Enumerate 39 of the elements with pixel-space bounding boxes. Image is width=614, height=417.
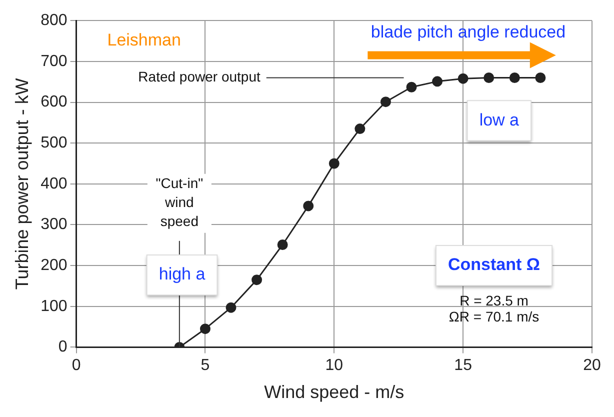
point — [380, 96, 391, 108]
point — [406, 82, 417, 92]
point — [277, 239, 288, 250]
y-tick-label: 100 — [40, 298, 68, 315]
y-tick-label: 500 — [40, 134, 68, 152]
y-axis-title: Turbine power output - kW — [12, 78, 32, 290]
point — [200, 324, 210, 334]
point — [484, 72, 494, 84]
annotation: R = 23.5 m — [460, 292, 528, 308]
y-tick-label: 200 — [40, 256, 68, 274]
x-axis-title: Wind speed - m/s — [264, 382, 404, 402]
annotation: high a — [158, 264, 206, 284]
annotation: Leishman — [107, 30, 181, 50]
point — [303, 200, 314, 212]
point — [252, 274, 262, 286]
x-tick-label: 0 — [72, 357, 81, 374]
annotation: Constant Ω — [448, 255, 540, 274]
point — [354, 124, 366, 134]
x-tick-label: 5 — [200, 357, 210, 374]
y-tick-label: 600 — [40, 94, 68, 111]
y-tick-label: 800 — [40, 12, 68, 30]
y-tick-label: 400 — [40, 175, 68, 192]
annotation: ΩR = 70.1 m/s — [448, 308, 540, 325]
point — [458, 73, 468, 84]
x-tick-label: 20 — [583, 357, 601, 374]
y-tick-label: 300 — [40, 216, 68, 234]
annotation: "Cut-in" wind speed — [156, 174, 204, 229]
point — [509, 72, 520, 84]
point — [226, 302, 236, 313]
y-tick-label: 700 — [40, 52, 68, 70]
point — [328, 158, 340, 169]
point — [535, 72, 546, 84]
y-tick-label: 0 — [58, 338, 68, 356]
point — [432, 76, 443, 87]
x-tick-label: 10 — [325, 357, 344, 374]
annotation: blade pitch angle reduced — [370, 22, 566, 42]
x-tick-label: 15 — [454, 357, 472, 374]
annotation: Rated power output — [138, 68, 260, 85]
annotation: low a — [479, 110, 520, 130]
